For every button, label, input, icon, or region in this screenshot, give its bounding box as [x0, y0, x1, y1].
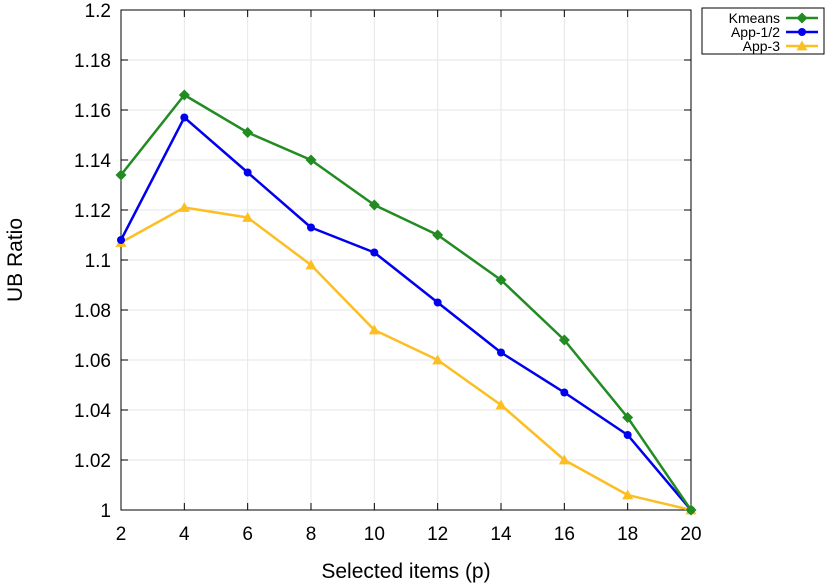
data-point	[560, 388, 569, 397]
series-layer	[115, 89, 697, 516]
data-point	[495, 274, 507, 286]
data-point	[242, 127, 254, 138]
y-tick-label: 1.1	[85, 251, 111, 272]
x-tick-label: 18	[617, 524, 638, 545]
x-tick-label: 6	[242, 524, 253, 545]
data-point	[117, 236, 125, 244]
x-tick-label: 20	[680, 524, 701, 545]
y-tick-label: 1.08	[74, 301, 111, 322]
data-point	[178, 89, 190, 101]
x-tick-label: 2	[116, 524, 127, 545]
data-point	[432, 229, 444, 241]
series-app-1-2	[117, 113, 695, 514]
y-tick-label: 1.04	[74, 401, 111, 422]
data-point	[623, 431, 632, 439]
y-tick-label: 1	[100, 501, 111, 522]
data-point	[180, 113, 189, 122]
data-point	[115, 169, 127, 181]
data-point	[433, 298, 442, 307]
data-point	[558, 334, 570, 346]
data-point	[305, 259, 317, 270]
data-point	[622, 412, 634, 423]
legend-label: Kmeans	[729, 10, 780, 26]
legend-swatch-marker	[798, 28, 806, 36]
legend-swatch-marker	[796, 12, 808, 24]
data-point	[685, 504, 697, 516]
y-tick-label: 1.14	[74, 151, 111, 172]
grid-lines	[120, 9, 692, 511]
axis-ticks: 1 1.02 1.04 1.06 1.08 1.1 1.12 1.14 1.16 1.18 1.2 2…	[74, 1, 702, 545]
legend-label: App-1/2	[731, 24, 780, 40]
data-point	[178, 202, 190, 212]
data-point	[307, 223, 315, 232]
y-tick-label: 1.02	[74, 451, 111, 472]
y-tick-label: 1.2	[85, 1, 111, 22]
data-point	[558, 454, 570, 465]
data-point	[243, 168, 252, 177]
series-line	[120, 206, 692, 512]
x-tick-label: 16	[554, 524, 575, 545]
data-point	[368, 199, 380, 211]
data-point	[242, 212, 254, 222]
series-kmeans	[115, 89, 697, 516]
x-axis-title: Selected items (p)	[321, 560, 490, 583]
data-point	[495, 399, 507, 410]
data-point	[368, 324, 380, 335]
y-tick-label: 1.12	[74, 201, 111, 222]
y-tick-label: 1.06	[74, 351, 111, 372]
y-tick-label: 1.16	[74, 101, 111, 122]
series-app-3	[115, 202, 697, 515]
y-axis-title: UB Ratio	[4, 218, 27, 302]
data-point	[370, 248, 379, 257]
x-tick-label: 14	[490, 524, 512, 545]
x-tick-label: 4	[179, 524, 190, 545]
legend-swatch-marker	[796, 40, 808, 51]
x-tick-label: 12	[427, 524, 448, 545]
series-line	[119, 116, 692, 511]
y-tick-label: 1.18	[74, 51, 111, 72]
legend-label: App-3	[743, 38, 781, 54]
data-point	[622, 489, 634, 500]
series-line	[120, 93, 693, 511]
x-tick-label: 8	[306, 524, 317, 545]
data-point	[497, 348, 505, 357]
data-point	[305, 154, 317, 166]
x-tick-label: 10	[364, 524, 385, 545]
data-point	[432, 354, 444, 365]
